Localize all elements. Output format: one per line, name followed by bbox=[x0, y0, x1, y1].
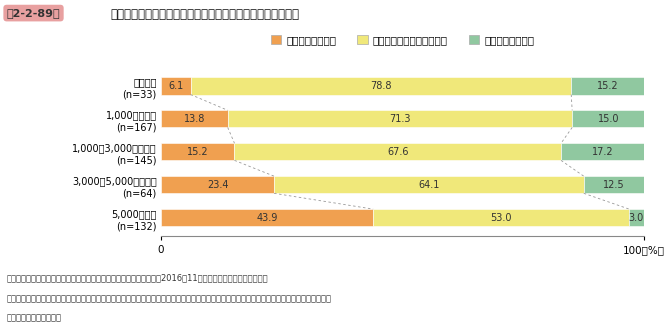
Bar bbox=[274, 176, 584, 193]
Text: 53.0: 53.0 bbox=[491, 213, 512, 223]
Bar bbox=[161, 110, 227, 128]
Text: 17.2: 17.2 bbox=[592, 147, 613, 157]
Bar bbox=[584, 176, 644, 193]
Text: 13.8: 13.8 bbox=[184, 114, 205, 124]
Bar bbox=[161, 143, 234, 161]
Bar bbox=[572, 110, 645, 128]
Bar bbox=[161, 78, 191, 95]
Text: 64.1: 64.1 bbox=[418, 180, 440, 190]
Text: 15.0: 15.0 bbox=[598, 114, 619, 124]
Text: 15.2: 15.2 bbox=[187, 147, 209, 157]
Text: 78.8: 78.8 bbox=[370, 81, 392, 91]
Text: 資料：中小企業庁委託「企業経営の継続に関するアンケート調査」（2016年11月、（株）東京商工リサーチ）: 資料：中小企業庁委託「企業経営の継続に関するアンケート調査」（2016年11月、… bbox=[7, 273, 268, 282]
Text: 第2-2-89図: 第2-2-89図 bbox=[7, 8, 60, 18]
Text: 43.9: 43.9 bbox=[256, 213, 278, 223]
Text: 15.2: 15.2 bbox=[597, 81, 619, 91]
Bar bbox=[227, 110, 572, 128]
Text: 者を集計している。: 者を集計している。 bbox=[7, 313, 62, 322]
Text: 71.3: 71.3 bbox=[389, 114, 411, 124]
Legend: 予想より高かった, おおむね予想どおりだった, 予想より低かった: 予想より高かった, おおむね予想どおりだった, 予想より低かった bbox=[266, 31, 539, 49]
Bar bbox=[373, 209, 629, 226]
Bar bbox=[561, 143, 644, 161]
Bar bbox=[629, 209, 643, 226]
Text: 23.4: 23.4 bbox=[207, 180, 228, 190]
Text: 12.5: 12.5 bbox=[603, 180, 625, 190]
Bar bbox=[161, 209, 373, 226]
Text: 67.6: 67.6 bbox=[387, 147, 409, 157]
Bar bbox=[161, 176, 274, 193]
Text: 純資産額別に見た、自社株式の評価額の印象（小規模法人）: 純資産額別に見た、自社株式の評価額の印象（小規模法人） bbox=[111, 8, 300, 21]
Text: 6.1: 6.1 bbox=[168, 81, 183, 91]
Text: 3.0: 3.0 bbox=[629, 213, 644, 223]
Text: （注）自社株式の評価額算出について「定期的に評価額を算出している」、「不定期だが評価額を算出している（一回のみを含む）」と回答した: （注）自社株式の評価額算出について「定期的に評価額を算出している」、「不定期だが… bbox=[7, 294, 331, 303]
Bar bbox=[191, 78, 571, 95]
Bar bbox=[571, 78, 645, 95]
Bar bbox=[234, 143, 561, 161]
